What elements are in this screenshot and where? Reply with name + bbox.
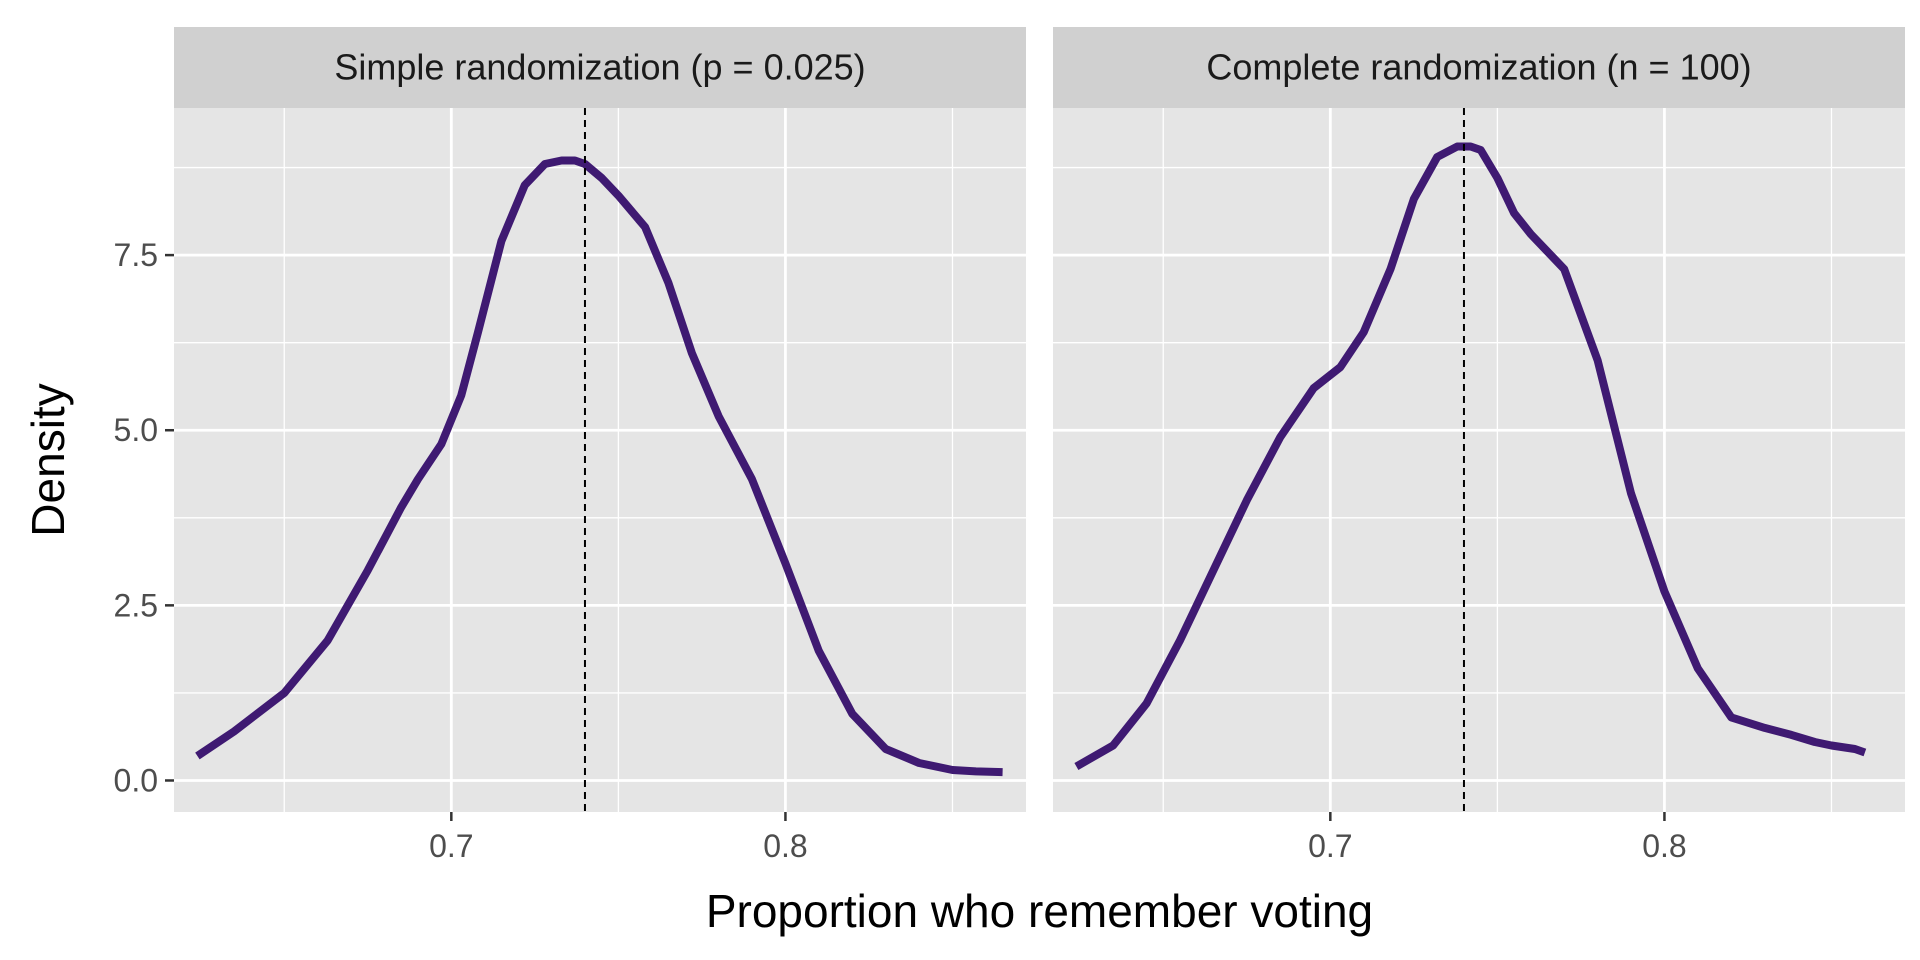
panel-background bbox=[1053, 108, 1905, 812]
facet-title: Simple randomization (p = 0.025) bbox=[334, 47, 865, 88]
x-tick-label: 0.8 bbox=[1642, 828, 1686, 864]
panel-background bbox=[174, 108, 1026, 812]
x-axis-title: Proportion who remember voting bbox=[706, 885, 1373, 937]
facet-strip bbox=[174, 27, 1026, 108]
x-tick-label: 0.7 bbox=[1308, 828, 1352, 864]
x-tick-label: 0.7 bbox=[429, 828, 473, 864]
y-tick-label: 2.5 bbox=[114, 587, 158, 623]
facet-title: Complete randomization (n = 100) bbox=[1206, 47, 1751, 88]
density-line bbox=[1074, 142, 1867, 770]
density-line bbox=[195, 156, 1003, 777]
y-axis-title: Density bbox=[22, 383, 74, 536]
y-tick-label: 7.5 bbox=[114, 237, 158, 273]
y-tick-label: 0.0 bbox=[114, 762, 158, 798]
y-tick-label: 5.0 bbox=[114, 412, 158, 448]
facet-strip bbox=[1053, 27, 1905, 108]
x-tick-label: 0.8 bbox=[763, 828, 807, 864]
